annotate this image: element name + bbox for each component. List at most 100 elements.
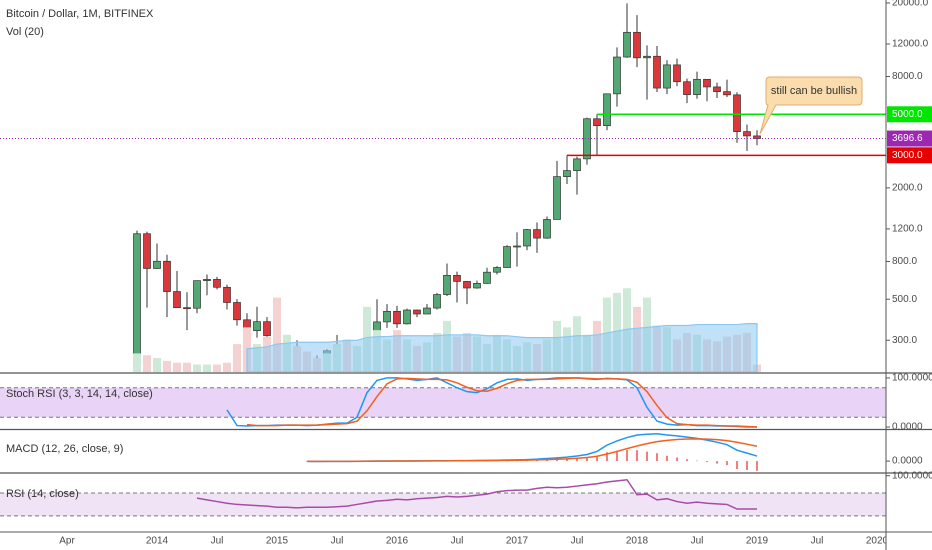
x-tick-label: Jul [571, 536, 584, 547]
candle-body [193, 280, 201, 309]
histogram-bar [606, 452, 608, 462]
candle-body [503, 246, 511, 268]
candle-body [673, 64, 681, 83]
band-fill [0, 387, 886, 418]
candle-body [603, 93, 611, 127]
volume-bar [193, 364, 201, 372]
candle-body [663, 64, 671, 89]
candle-body [523, 229, 531, 247]
series-line [196, 478, 757, 510]
y-tick-label: 2000.0 [892, 183, 923, 194]
histogram-bar [536, 460, 538, 462]
y-tick-label: 800.0 [892, 256, 917, 267]
candle-body [633, 31, 641, 59]
y-tick-label: 8000.0 [892, 71, 923, 82]
stoch-pane [0, 377, 886, 428]
y-tick-label: 0.0000 [892, 456, 923, 467]
x-tick-label: 2016 [386, 536, 409, 547]
histogram-bar [676, 457, 678, 462]
histogram-bar [306, 461, 308, 462]
y-tick-label: 20000.0 [892, 0, 929, 9]
histogram-bar [716, 461, 718, 464]
candle-body [233, 302, 241, 321]
volume-bar [203, 364, 211, 372]
candle-body [543, 219, 551, 239]
candle-body [643, 55, 651, 59]
chart-title: Bitcoin / Dollar, 1M, BITFINEX [6, 8, 154, 20]
histogram-bar [556, 459, 558, 462]
volume-bar [183, 362, 191, 372]
price-axis: 5000.0 3000.0 3696.6 20000.0 12000.0 8000.0 20… [886, 0, 932, 481]
level-label: 3000.0 [892, 150, 923, 161]
histogram-bar [686, 459, 688, 462]
x-tick-label: Apr [59, 536, 75, 547]
histogram-bar [626, 449, 628, 462]
macd-pane [306, 433, 758, 471]
histogram-bar [646, 451, 648, 462]
y-tick-label: 1200.0 [892, 224, 923, 235]
stoch-title: Stoch RSI (3, 3, 14, 14, close) [6, 388, 153, 400]
series-line [306, 438, 758, 463]
x-tick-label: Jul [331, 536, 344, 547]
volume-bar [273, 297, 281, 372]
candle-body [653, 55, 661, 89]
candle-body [183, 307, 191, 310]
candle-body [563, 170, 571, 178]
candle-body [693, 78, 701, 95]
candle-body [153, 260, 161, 269]
candle-body [133, 233, 141, 371]
candle-body [403, 309, 411, 325]
volume-bar [213, 364, 221, 372]
y-tick-label: 300.0 [892, 335, 917, 346]
histogram-bar [746, 461, 748, 470]
histogram-bar [696, 460, 698, 462]
x-tick-label: 2017 [506, 536, 529, 547]
candle-body [533, 229, 541, 239]
histogram-bar [566, 459, 568, 462]
candle-body [163, 260, 171, 292]
y-tick-label: 500.0 [892, 294, 917, 305]
time-axis: Apr 2014 Jul 2015 Jul 2016 Jul 2017 Jul 2018 Jul 20… [59, 536, 886, 547]
histogram-bar [756, 461, 758, 471]
volume-bar [173, 362, 181, 372]
candle-body [573, 158, 581, 171]
histogram-bar [706, 461, 708, 463]
x-tick-label: 2018 [626, 536, 649, 547]
histogram-bar [616, 450, 618, 462]
macd-title: MACD (12, 26, close, 9) [6, 443, 123, 455]
volume-bar [133, 353, 141, 372]
annotation: still can be bullish [759, 76, 863, 135]
histogram-bar [736, 461, 738, 469]
candle-body [513, 245, 521, 248]
annotation-text: still can be bullish [771, 85, 857, 97]
candle-body [683, 81, 691, 95]
candle-body [553, 176, 561, 220]
candle-body [473, 283, 481, 289]
candle-body [423, 307, 431, 315]
volume-bar [153, 358, 161, 372]
price-pane [0, 3, 886, 372]
candle-body [213, 279, 221, 288]
level-badge [887, 147, 932, 164]
volume-ma-area [246, 323, 758, 372]
histogram-bar [586, 458, 588, 462]
candle-body [463, 281, 471, 289]
y-tick-label: 0.0000 [892, 422, 923, 433]
x-tick-label: Jul [691, 536, 704, 547]
candle-body [433, 294, 441, 309]
x-tick-label: 2014 [146, 536, 169, 547]
candle-body [263, 321, 271, 336]
histogram-bar [576, 458, 578, 462]
candle-body [493, 267, 501, 273]
x-tick-label: 2015 [266, 536, 289, 547]
candle-body [723, 91, 731, 96]
candle-body [253, 321, 261, 332]
volume-bar [163, 360, 171, 372]
x-tick-label: Jul [811, 536, 824, 547]
candle-body [713, 86, 721, 92]
y-tick-label: 100.0000 [892, 470, 932, 481]
annotation-bubble [759, 76, 863, 135]
volume-title: Vol (20) [6, 26, 44, 38]
candle-body [593, 118, 601, 127]
